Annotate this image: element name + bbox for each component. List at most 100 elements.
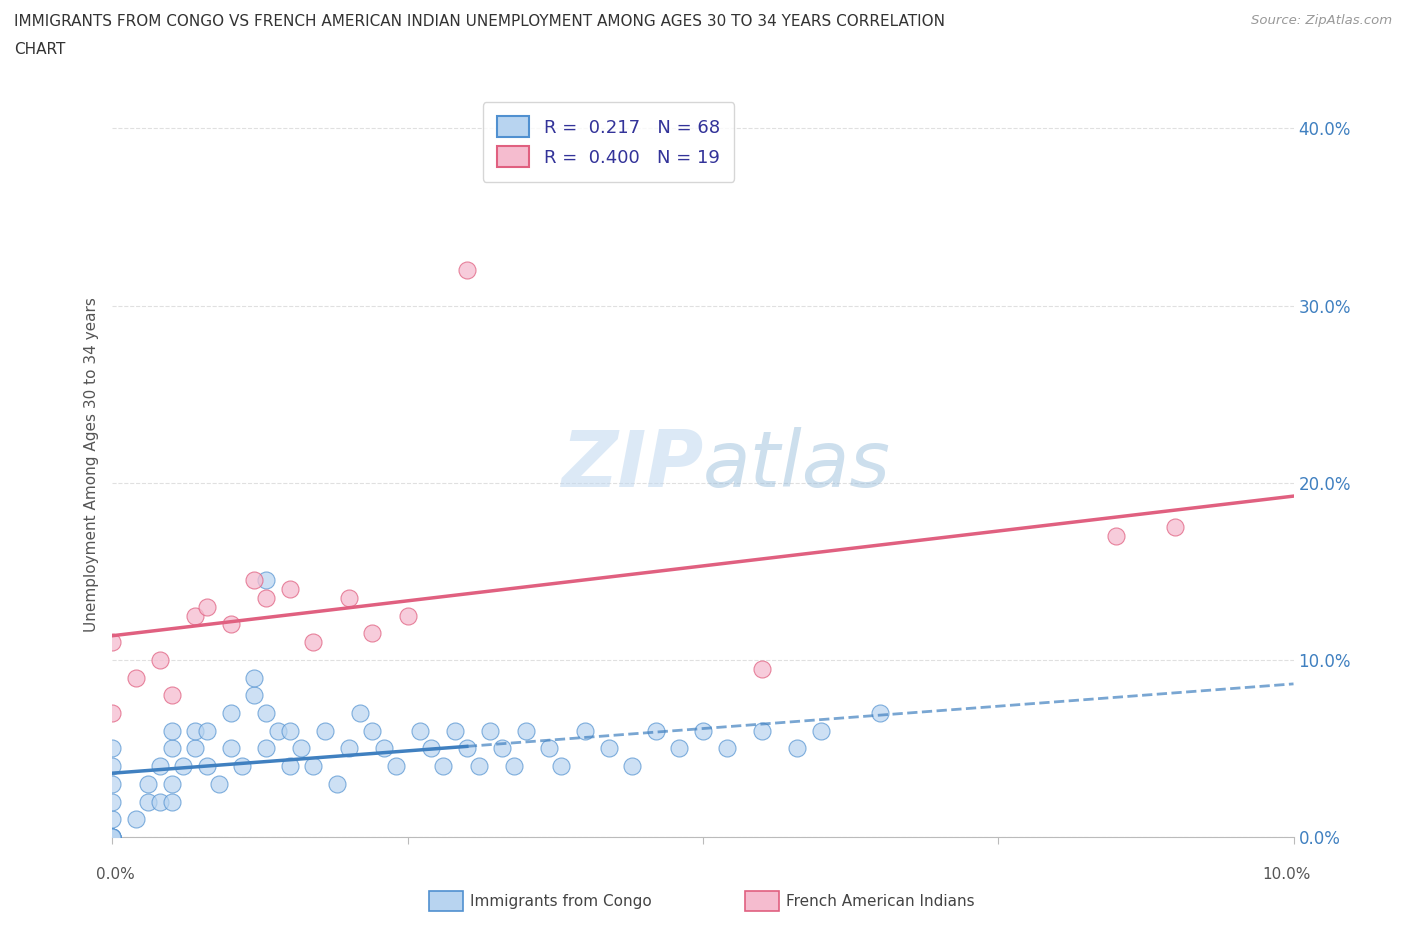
Point — [219, 706, 242, 721]
Point — [184, 741, 207, 756]
Point — [1105, 528, 1128, 543]
Point — [172, 759, 194, 774]
Point — [254, 706, 277, 721]
Point — [786, 741, 808, 756]
Point — [160, 741, 183, 756]
Text: 0.0%: 0.0% — [96, 867, 135, 882]
Point — [432, 759, 454, 774]
Point — [337, 591, 360, 605]
Point — [314, 724, 336, 738]
Point — [101, 830, 124, 844]
Point — [184, 608, 207, 623]
Point — [290, 741, 312, 756]
Point — [160, 777, 183, 791]
Point — [243, 688, 266, 703]
Point — [668, 741, 690, 756]
Text: atlas: atlas — [703, 427, 891, 503]
Point — [302, 634, 325, 649]
Point — [361, 724, 384, 738]
Text: CHART: CHART — [14, 42, 66, 57]
Point — [243, 573, 266, 588]
Point — [219, 617, 242, 631]
Point — [326, 777, 349, 791]
Point — [243, 671, 266, 685]
Point — [254, 741, 277, 756]
Point — [716, 741, 738, 756]
Point — [195, 724, 218, 738]
Y-axis label: Unemployment Among Ages 30 to 34 years: Unemployment Among Ages 30 to 34 years — [83, 298, 98, 632]
Point — [101, 830, 124, 844]
Point — [136, 777, 159, 791]
Point — [208, 777, 231, 791]
Point — [456, 741, 478, 756]
Point — [101, 794, 124, 809]
Point — [160, 724, 183, 738]
Point — [101, 777, 124, 791]
Text: French American Indians: French American Indians — [786, 894, 974, 909]
FancyBboxPatch shape — [745, 891, 779, 911]
Point — [254, 591, 277, 605]
Point — [101, 830, 124, 844]
Point — [101, 830, 124, 844]
Point — [125, 812, 148, 827]
Point — [101, 830, 124, 844]
Point — [231, 759, 253, 774]
Point — [420, 741, 443, 756]
Point — [101, 812, 124, 827]
Point — [396, 608, 419, 623]
Text: IMMIGRANTS FROM CONGO VS FRENCH AMERICAN INDIAN UNEMPLOYMENT AMONG AGES 30 TO 34: IMMIGRANTS FROM CONGO VS FRENCH AMERICAN… — [14, 14, 945, 29]
Point — [195, 759, 218, 774]
Point — [621, 759, 644, 774]
Point — [125, 671, 148, 685]
Point — [456, 262, 478, 277]
Point — [349, 706, 371, 721]
Point — [491, 741, 513, 756]
Point — [101, 759, 124, 774]
Point — [149, 759, 172, 774]
Point — [149, 794, 172, 809]
Point — [385, 759, 408, 774]
Point — [503, 759, 526, 774]
Text: ZIP: ZIP — [561, 427, 703, 503]
Text: Immigrants from Congo: Immigrants from Congo — [470, 894, 651, 909]
Point — [538, 741, 561, 756]
Point — [160, 794, 183, 809]
Point — [160, 688, 183, 703]
Point — [574, 724, 596, 738]
Point — [408, 724, 430, 738]
Point — [254, 573, 277, 588]
Legend: R =  0.217   N = 68, R =  0.400   N = 19: R = 0.217 N = 68, R = 0.400 N = 19 — [482, 102, 734, 181]
Point — [444, 724, 467, 738]
Point — [302, 759, 325, 774]
Point — [219, 741, 242, 756]
Text: 10.0%: 10.0% — [1263, 867, 1310, 882]
Point — [278, 759, 301, 774]
Point — [101, 706, 124, 721]
FancyBboxPatch shape — [429, 891, 463, 911]
Point — [479, 724, 502, 738]
Point — [869, 706, 891, 721]
Point — [550, 759, 572, 774]
Point — [267, 724, 290, 738]
Text: Source: ZipAtlas.com: Source: ZipAtlas.com — [1251, 14, 1392, 27]
Point — [278, 581, 301, 596]
Point — [101, 741, 124, 756]
Point — [337, 741, 360, 756]
Point — [598, 741, 620, 756]
Point — [467, 759, 489, 774]
Point — [184, 724, 207, 738]
Point — [810, 724, 832, 738]
Point — [751, 724, 773, 738]
Point — [373, 741, 395, 756]
Point — [1164, 520, 1187, 535]
Point — [195, 599, 218, 614]
Point — [644, 724, 666, 738]
Point — [751, 661, 773, 676]
Point — [361, 626, 384, 641]
Point — [101, 634, 124, 649]
Point — [136, 794, 159, 809]
Point — [692, 724, 714, 738]
Point — [515, 724, 537, 738]
Point — [278, 724, 301, 738]
Point — [149, 653, 172, 668]
